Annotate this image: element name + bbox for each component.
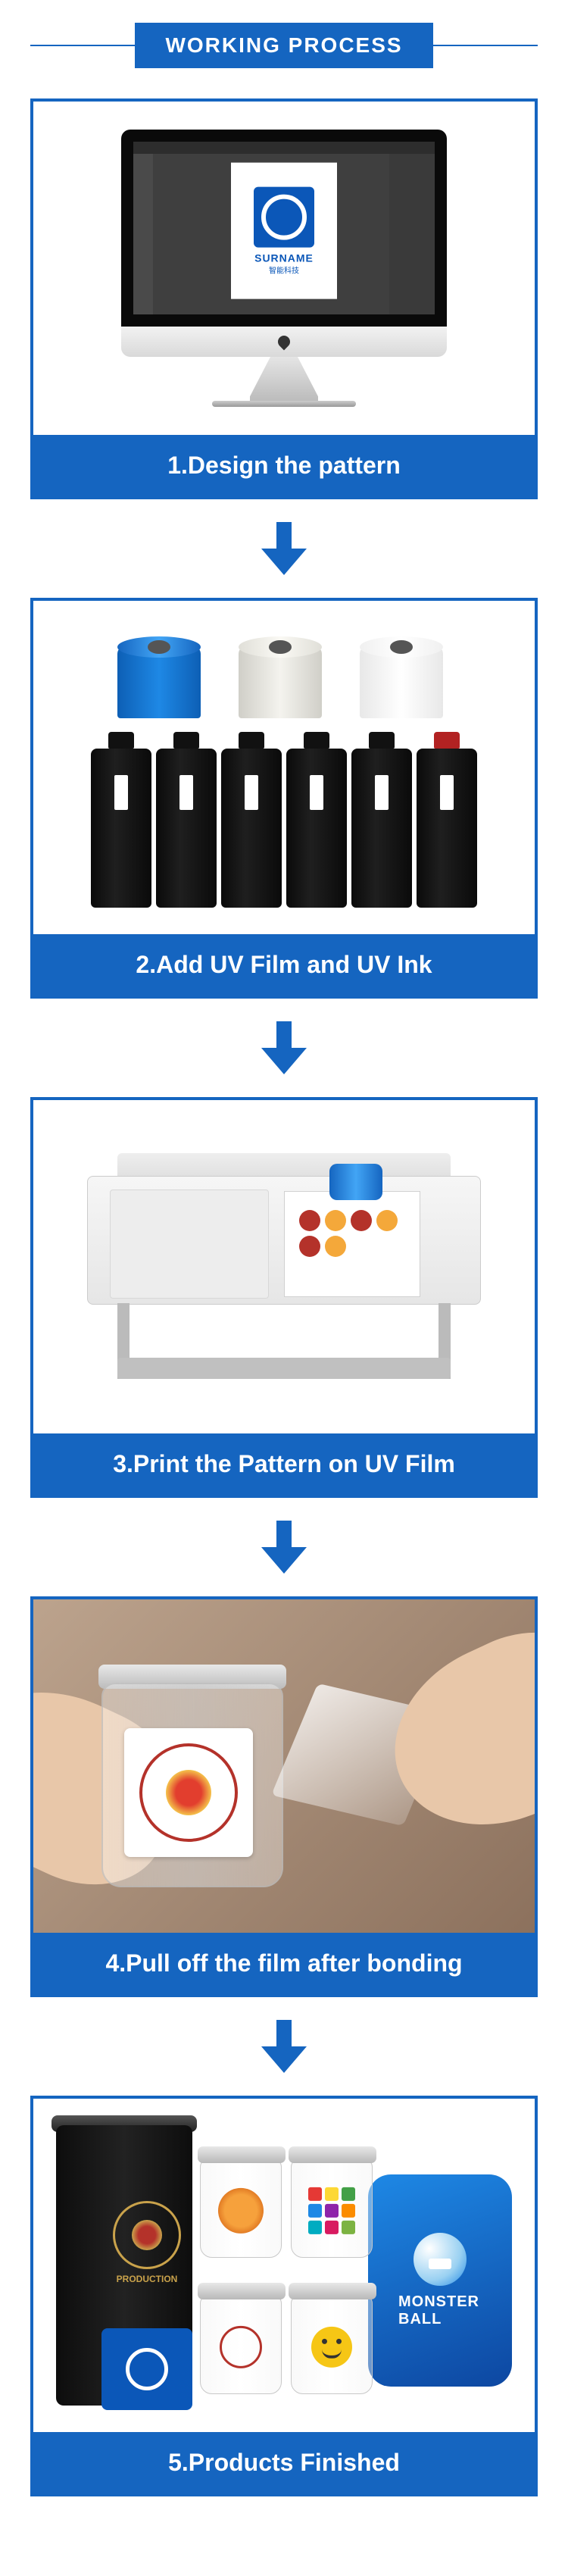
black-tin: PRODUCTION bbox=[56, 2125, 192, 2406]
jar-art-tiger-icon bbox=[214, 2184, 268, 2238]
ink-bottle bbox=[286, 749, 347, 908]
ink-bottles bbox=[91, 749, 477, 908]
imac-chin bbox=[121, 327, 447, 357]
step-card-1: SURNAME 智能科技 1.Design the pattern bbox=[30, 98, 538, 499]
ink-bottle bbox=[91, 749, 151, 908]
step-card-2: 2.Add UV Film and UV Ink bbox=[30, 598, 538, 999]
step-5-image: PRODUCTION MONSTER BALL bbox=[33, 2099, 535, 2432]
step-5-label: 5.Products Finished bbox=[33, 2432, 535, 2493]
tin-label-icon: PRODUCTION bbox=[98, 2193, 195, 2292]
ink-bottle bbox=[417, 749, 477, 908]
blue-case: MONSTER BALL bbox=[368, 2174, 512, 2387]
arrow-down-icon bbox=[254, 1018, 314, 1078]
ps-canvas: SURNAME 智能科技 bbox=[231, 163, 337, 299]
step-card-3: 3.Print the Pattern on UV Film bbox=[30, 1097, 538, 1498]
apple-icon bbox=[276, 333, 293, 351]
finished-products: PRODUCTION MONSTER BALL bbox=[33, 2099, 535, 2432]
step-card-5: PRODUCTION MONSTER BALL bbox=[30, 2096, 538, 2496]
uv-materials bbox=[91, 627, 477, 908]
brand-logo-sub: 智能科技 bbox=[269, 264, 299, 275]
header-line-right bbox=[433, 45, 538, 46]
step-3-image bbox=[33, 1100, 535, 1433]
imac-stand bbox=[250, 357, 318, 401]
step-2-label: 2.Add UV Film and UV Ink bbox=[33, 934, 535, 996]
brand-logo-text: SURNAME bbox=[254, 252, 314, 264]
mini-jar bbox=[200, 2159, 282, 2258]
header-title: WORKING PROCESS bbox=[135, 23, 432, 68]
applied-sticker bbox=[124, 1728, 253, 1857]
film-roll-clear bbox=[231, 627, 337, 733]
printer-cover bbox=[110, 1190, 269, 1299]
step-4-image bbox=[33, 1599, 535, 1933]
jar-art-grid-icon bbox=[304, 2184, 359, 2238]
header-bar: WORKING PROCESS bbox=[30, 23, 538, 68]
tin-logo-icon bbox=[101, 2328, 192, 2410]
printer-film-roll bbox=[329, 1164, 382, 1200]
arrow-3 bbox=[30, 1517, 538, 1577]
case-text: MONSTER BALL bbox=[398, 2293, 482, 2328]
step-2-image bbox=[33, 601, 535, 934]
photoshop-window: SURNAME 智能科技 bbox=[133, 142, 435, 314]
jar-art-smile-icon bbox=[304, 2320, 359, 2374]
mini-jar bbox=[291, 2296, 373, 2394]
printer-base-bar bbox=[117, 1358, 451, 1379]
peel-film-scene bbox=[33, 1599, 535, 1933]
imac-illustration: SURNAME 智能科技 bbox=[121, 130, 447, 407]
imac-screen: SURNAME 智能科技 bbox=[121, 130, 447, 327]
arrow-down-icon bbox=[254, 2016, 314, 2077]
step-4-label: 4.Pull off the film after bonding bbox=[33, 1933, 535, 1994]
printed-pattern-icons bbox=[299, 1210, 405, 1257]
step-3-label: 3.Print the Pattern on UV Film bbox=[33, 1433, 535, 1495]
page: WORKING PROCESS SURNAME 智能 bbox=[0, 0, 568, 2519]
ink-bottle bbox=[351, 749, 412, 908]
ps-panels bbox=[389, 154, 435, 314]
header-line-left bbox=[30, 45, 135, 46]
tin-brand-text: PRODUCTION bbox=[117, 2274, 178, 2284]
brand-logo-icon bbox=[254, 186, 314, 247]
ps-menubar bbox=[133, 142, 435, 154]
case-art-icon: MONSTER BALL bbox=[398, 2220, 482, 2341]
ink-bottle bbox=[221, 749, 282, 908]
arrow-4 bbox=[30, 2016, 538, 2077]
mini-jar bbox=[291, 2159, 373, 2258]
arrow-down-icon bbox=[254, 1517, 314, 1577]
jar-art-ring-icon bbox=[214, 2320, 268, 2374]
step-card-4: 4.Pull off the film after bonding bbox=[30, 1596, 538, 1997]
uv-printer bbox=[87, 1138, 481, 1396]
arrow-1 bbox=[30, 518, 538, 579]
step-1-image: SURNAME 智能科技 bbox=[33, 102, 535, 435]
arrow-down-icon bbox=[254, 518, 314, 579]
mini-jar bbox=[200, 2296, 282, 2394]
ps-toolbar bbox=[133, 154, 153, 314]
ink-bottle bbox=[156, 749, 217, 908]
arrow-2 bbox=[30, 1018, 538, 1078]
film-roll-white bbox=[352, 627, 458, 733]
film-roll-blue bbox=[110, 627, 216, 733]
step-1-label: 1.Design the pattern bbox=[33, 435, 535, 496]
imac-base bbox=[212, 401, 356, 407]
sticker-art-icon bbox=[139, 1743, 238, 1842]
film-rolls bbox=[91, 627, 477, 733]
